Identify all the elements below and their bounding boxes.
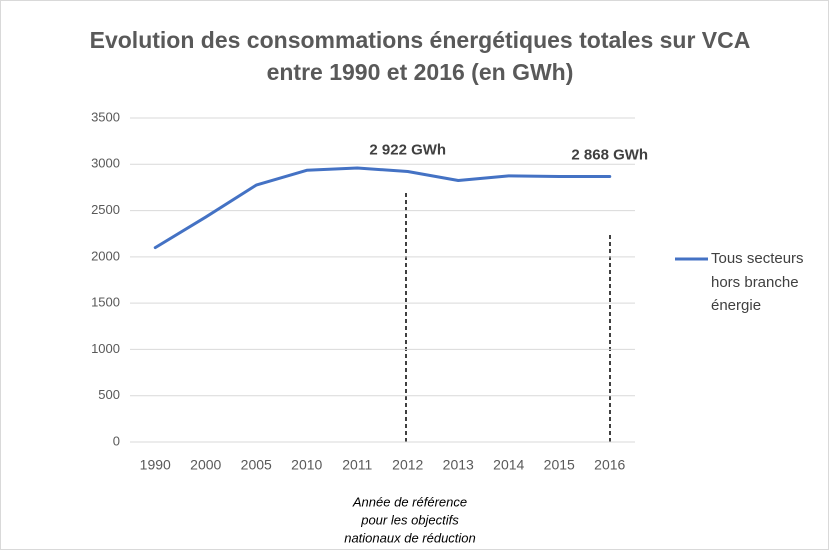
x-tick-label: 2010: [291, 457, 322, 473]
x-tick-label: 2013: [443, 457, 474, 473]
note: nationaux de réduction: [344, 530, 476, 545]
legend-label: Tous secteurs hors branche énergie: [711, 250, 804, 314]
x-tick-label: 2016: [594, 457, 625, 473]
y-tick-label: 500: [98, 387, 120, 402]
y-tick-label: 2000: [91, 248, 120, 263]
y-tick-label: 1500: [91, 295, 120, 310]
x-tick-label: 2012: [392, 457, 423, 473]
chart-title: entre 1990 et 2016 (en GWh): [267, 59, 574, 85]
y-tick-label: 2500: [91, 202, 120, 217]
chart-title: Evolution des consommations énergétiques…: [90, 27, 751, 53]
x-tick-label: 2000: [190, 457, 221, 473]
annotation: 2 868 GWh: [571, 146, 648, 163]
y-tick-label: 3500: [91, 109, 120, 124]
x-tick-label: 2005: [241, 457, 272, 473]
y-tick-label: 0: [113, 433, 120, 448]
data-line: [153, 166, 612, 250]
y-tick-label: 3000: [91, 156, 120, 171]
x-tick-label: 2015: [544, 457, 575, 473]
note: pour les objectifs: [360, 512, 459, 527]
annotation: 2 922 GWh: [369, 141, 446, 158]
note: Année de référence: [352, 494, 467, 509]
x-tick-label: 2011: [342, 457, 372, 473]
x-tick-label: 2014: [493, 457, 524, 473]
x-tick-label: 1990: [140, 457, 171, 473]
y-tick-label: 1000: [91, 341, 120, 356]
